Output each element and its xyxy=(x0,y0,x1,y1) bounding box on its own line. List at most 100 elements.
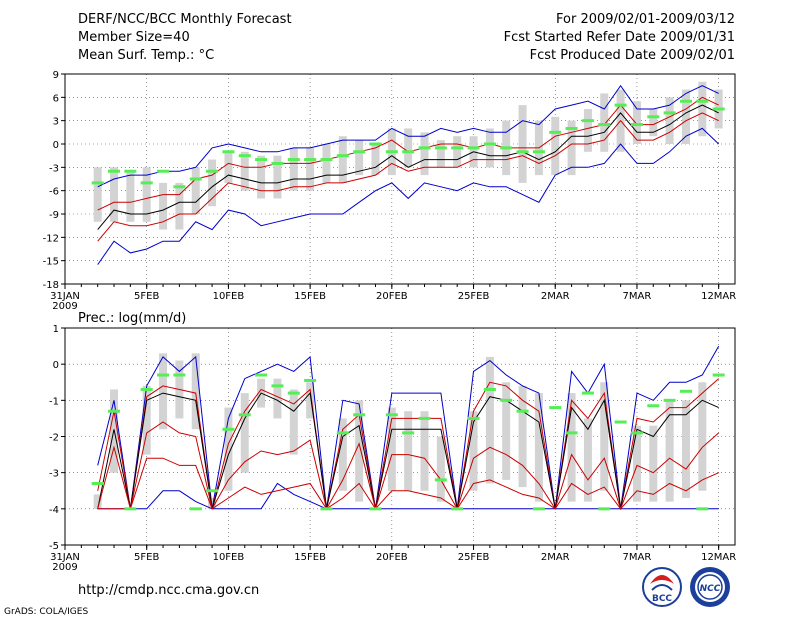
temp-spread-bar-5 xyxy=(142,167,151,222)
temp-observed-37 xyxy=(663,111,676,115)
temp-spread-bar-33 xyxy=(600,93,609,152)
temp-observed-35 xyxy=(630,123,643,127)
prec-observed-20 xyxy=(385,413,398,417)
figure-title: DERF/NCC/BCC Monthly Forecast xyxy=(78,12,292,27)
prec-observed-10 xyxy=(222,427,235,431)
temp-observed-28 xyxy=(516,150,529,154)
temp-spread-bar-4 xyxy=(126,171,135,222)
prec-spread-bar-5 xyxy=(142,385,151,455)
prec-ytick-label-0: 1 xyxy=(53,324,59,335)
prec-spread-bar-38 xyxy=(681,400,690,498)
temp-spread-bar-23 xyxy=(436,140,445,168)
prec-line-ensemble_mean xyxy=(97,391,719,509)
prec-spread-bar-15 xyxy=(306,382,315,419)
prec-observed-36 xyxy=(647,404,660,408)
temp-spread-bar-19 xyxy=(371,144,380,176)
temp-spread-bar-12 xyxy=(257,155,266,199)
prec-observed-39 xyxy=(696,507,709,511)
prec-spread-bar-22 xyxy=(420,411,429,491)
temp-observed-19 xyxy=(369,142,382,146)
temp-observed-9 xyxy=(206,169,219,173)
prec-year-label: 2009 xyxy=(52,562,77,573)
temp-ytick-label-7: -12 xyxy=(43,233,59,244)
prec-observed-17 xyxy=(336,431,349,435)
prec-observed-33 xyxy=(598,507,611,511)
prec-ytick-label-3: -2 xyxy=(49,433,59,444)
prec-xtick-label-8: 12MAR xyxy=(701,552,736,563)
temp-ytick-label-2: 3 xyxy=(53,117,59,128)
prec-observed-13 xyxy=(271,384,284,388)
temp-spread-bar-30 xyxy=(551,116,560,176)
temp-observed-30 xyxy=(549,130,562,134)
temp-xtick-label-2: 10FEB xyxy=(213,291,245,302)
prec-observed-24 xyxy=(451,507,464,511)
temp-observed-7 xyxy=(173,185,186,189)
prec-spread-bar-18 xyxy=(355,400,364,502)
prec-observed-9 xyxy=(206,489,219,493)
prec-spread-bar-26 xyxy=(485,356,494,484)
temp-xtick-label-3: 15FEB xyxy=(294,291,326,302)
produced-date: Fcst Produced Date 2009/02/01 xyxy=(530,48,735,63)
prec-spread-bar-33 xyxy=(600,382,609,491)
prec-observed-4 xyxy=(124,507,137,511)
prec-spread-bar-9 xyxy=(208,497,217,509)
temp-ytick-label-5: -6 xyxy=(49,187,59,198)
temp-observed-36 xyxy=(647,115,660,119)
temp-observed-39 xyxy=(696,99,709,103)
source-url[interactable]: http://cmdp.ncc.cma.gov.cn xyxy=(78,583,259,598)
temp-spread-bar-6 xyxy=(159,182,168,230)
temp-line-upper_blue xyxy=(97,84,719,188)
temp-ytick-label-8: -15 xyxy=(43,257,59,268)
member-size: Member Size=40 xyxy=(78,30,190,45)
prec-xtick-label-1: 5FEB xyxy=(134,552,159,563)
temp-observed-24 xyxy=(451,146,464,150)
temp-spread-bar-18 xyxy=(355,140,364,176)
temp-observed-20 xyxy=(385,150,398,154)
prec-xtick-label-6: 2MAR xyxy=(541,552,570,563)
temp-spread-bar-2 xyxy=(93,167,102,222)
prec-observed-21 xyxy=(402,431,415,435)
prec-spread-bar-27 xyxy=(502,382,511,480)
temp-xtick-label-8: 12MAR xyxy=(701,291,736,302)
variable-label: Mean Surf. Temp.: °C xyxy=(78,48,214,63)
forecast-period: For 2009/02/01-2009/03/12 xyxy=(556,12,735,27)
temp-observed-8 xyxy=(189,177,202,181)
prec-observed-37 xyxy=(663,398,676,402)
temp-ytick-label-3: 0 xyxy=(53,140,59,151)
prec-xtick-label-7: 7MAR xyxy=(623,552,652,563)
ncc-logo: NCC xyxy=(690,567,730,607)
prec-observed-31 xyxy=(565,431,578,435)
prec-xtick-label-3: 15FEB xyxy=(294,552,326,563)
prec-observed-32 xyxy=(581,391,594,395)
temp-observed-31 xyxy=(565,126,578,130)
prec-observed-2 xyxy=(91,482,104,486)
prec-spread-bar-25 xyxy=(469,411,478,491)
temp-observed-27 xyxy=(500,146,513,150)
prec-observed-34 xyxy=(614,420,627,424)
temp-spread-bar-10 xyxy=(224,151,233,183)
temp-observed-23 xyxy=(434,146,447,150)
prec-ytick-label-1: 0 xyxy=(53,360,59,371)
prec-line-lower_blue xyxy=(97,482,719,510)
prec-spread-bar-39 xyxy=(698,382,707,491)
prec-observed-11 xyxy=(238,413,251,417)
prec-spread-bar-36 xyxy=(649,425,658,502)
prec-spread-bar-31 xyxy=(567,393,576,502)
temp-observed-21 xyxy=(402,150,415,154)
temp-ytick-label-6: -9 xyxy=(49,210,59,221)
prec-observed-7 xyxy=(173,373,186,377)
bcc-logo: BCC xyxy=(642,567,682,607)
temp-observed-15 xyxy=(304,158,317,162)
temp-observed-6 xyxy=(157,169,170,173)
prec-line-extra_red xyxy=(97,457,719,510)
temp-line-ensemble_mean xyxy=(97,104,719,230)
prec-line-upper_blue xyxy=(97,345,720,509)
prec-spread-bar-13 xyxy=(273,378,282,419)
temp-spread-bar-36 xyxy=(649,109,658,137)
temp-ytick-label-4: -3 xyxy=(49,163,59,174)
prec-observed-30 xyxy=(549,406,562,410)
temp-observed-5 xyxy=(140,181,153,185)
prec-observed-28 xyxy=(516,409,529,413)
